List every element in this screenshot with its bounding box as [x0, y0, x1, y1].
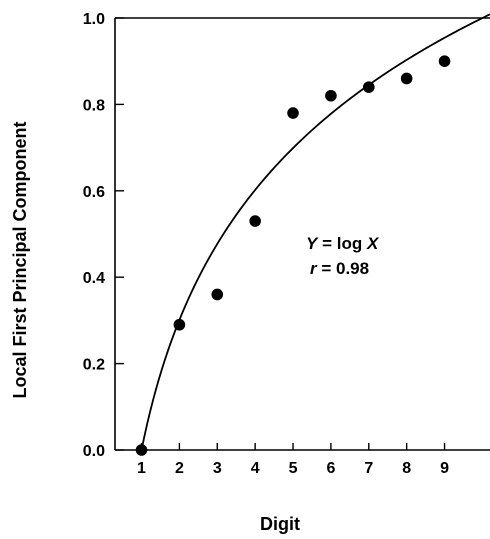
data-point: [325, 89, 337, 102]
x-tick-label: 6: [326, 460, 335, 477]
x-tick-label: 1: [137, 460, 146, 477]
y-tick-label: 0.4: [83, 270, 105, 287]
y-axis-label: Local First Principal Component: [10, 121, 30, 398]
fit-curve-layer: [140, 13, 490, 451]
data-point: [135, 444, 148, 456]
equation-x-var: X: [366, 234, 380, 253]
y-tick-label: 0.6: [83, 184, 105, 201]
data-point: [249, 215, 261, 227]
equation-annotation: Y = log X: [306, 234, 380, 253]
data-point: [211, 288, 224, 301]
data-point: [362, 81, 375, 93]
data-point: [173, 318, 186, 331]
log-fit-curve: [140, 13, 490, 451]
data-point: [287, 107, 299, 119]
x-tick-label: 2: [175, 460, 184, 477]
equation-rest: = log: [317, 234, 367, 253]
plot-frame: [114, 17, 490, 451]
equation-y-var: Y: [306, 234, 319, 253]
y-tick-label: 1.0: [83, 11, 105, 28]
y-axis-ticks: 0.0 0.2 0.4 0.6 0.8 1.0: [83, 11, 124, 460]
y-tick-label: 0.8: [83, 97, 105, 114]
y-tick-label: 0.2: [83, 357, 105, 374]
x-tick-label: 3: [213, 460, 222, 477]
correlation-value: = 0.98: [317, 259, 369, 278]
data-points-layer: [135, 55, 451, 456]
x-tick-label: 9: [440, 460, 449, 477]
x-tick-label: 4: [251, 460, 260, 477]
y-tick-label: 0.0: [83, 443, 105, 460]
x-tick-label: 5: [289, 460, 298, 477]
correlation-annotation: r = 0.98: [310, 259, 369, 278]
data-point: [438, 55, 451, 67]
x-tick-label: 8: [402, 460, 411, 477]
x-tick-label: 7: [364, 460, 373, 477]
correlation-r-var: r: [310, 259, 318, 278]
x-axis-label: Digit: [260, 514, 300, 534]
x-axis-ticks: 1 2 3 4 5 6 7 8 9: [137, 443, 449, 477]
data-point: [400, 72, 413, 85]
